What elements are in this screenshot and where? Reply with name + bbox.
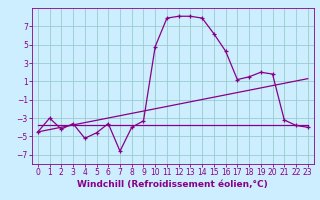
X-axis label: Windchill (Refroidissement éolien,°C): Windchill (Refroidissement éolien,°C) [77, 180, 268, 189]
